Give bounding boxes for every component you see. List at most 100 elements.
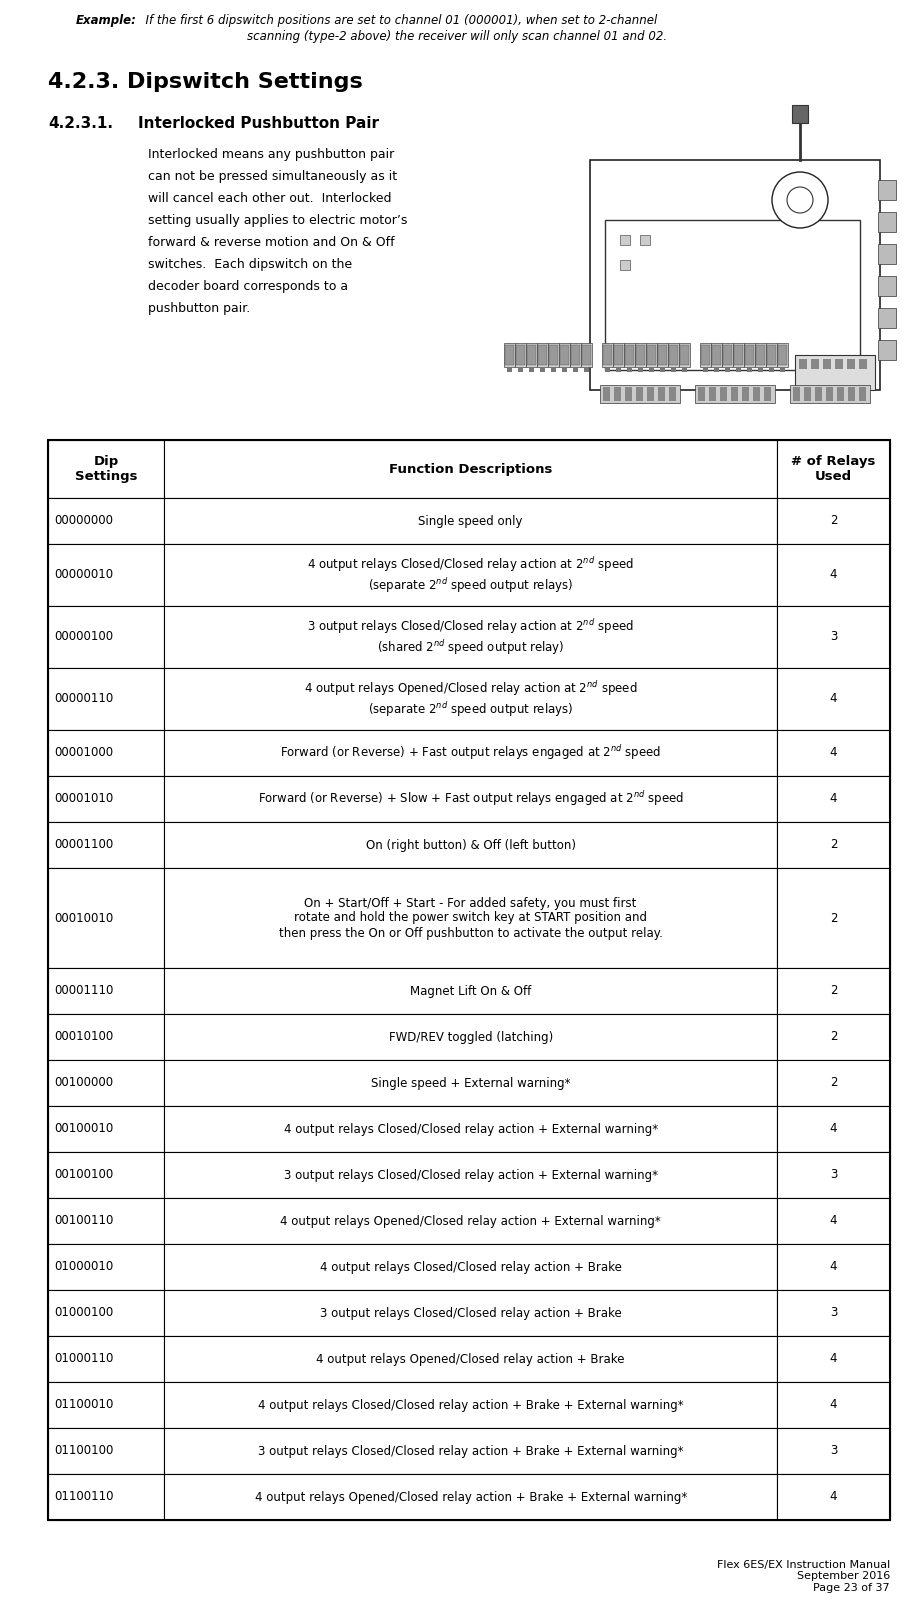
Bar — [48, 1060, 164, 1106]
Bar — [646, 343, 657, 367]
Bar — [878, 308, 896, 329]
Bar — [700, 343, 711, 367]
Bar — [780, 367, 785, 372]
Bar — [48, 439, 890, 1520]
Bar — [669, 386, 676, 401]
Bar — [847, 359, 855, 369]
Text: 01000100: 01000100 — [54, 1306, 113, 1319]
Bar — [736, 367, 741, 372]
Bar — [538, 345, 547, 365]
Bar — [164, 668, 777, 729]
Text: decoder board corresponds to a: decoder board corresponds to a — [148, 281, 348, 293]
Bar — [560, 345, 569, 365]
Bar — [614, 386, 621, 401]
Text: 4 output relays Closed/Closed relay action + External warning*: 4 output relays Closed/Closed relay acti… — [284, 1122, 658, 1135]
Text: Forward (or Reverse) + Slow + Fast output relays engaged at 2$^{nd}$ speed: Forward (or Reverse) + Slow + Fast outpu… — [258, 790, 684, 808]
Bar — [815, 386, 822, 401]
Bar — [573, 367, 578, 372]
Bar — [625, 386, 632, 401]
Bar — [837, 386, 844, 401]
Bar — [616, 367, 621, 372]
Bar — [826, 386, 833, 401]
Bar — [695, 385, 775, 402]
Bar — [605, 220, 860, 370]
Text: On + Start/Off + Start - For added safety, you must first
rotate and hold the po: On + Start/Off + Start - For added safet… — [279, 896, 662, 939]
Text: 3: 3 — [830, 1306, 837, 1319]
Bar — [753, 386, 760, 401]
Text: 00000010: 00000010 — [54, 569, 113, 582]
Bar — [722, 343, 733, 367]
Bar — [164, 1106, 777, 1153]
Text: Interlocked means any pushbutton pair: Interlocked means any pushbutton pair — [148, 147, 394, 160]
Text: 4: 4 — [830, 1398, 837, 1412]
Bar — [571, 345, 580, 365]
Text: 4: 4 — [830, 1215, 837, 1228]
Bar — [164, 729, 777, 776]
Bar — [164, 968, 777, 1015]
Text: 00000000: 00000000 — [54, 515, 113, 527]
Bar — [669, 345, 678, 365]
Bar — [777, 1290, 890, 1335]
Text: 2: 2 — [830, 1031, 837, 1044]
Bar — [777, 1335, 890, 1382]
Bar — [777, 1060, 890, 1106]
Text: 4: 4 — [830, 692, 837, 705]
Bar — [744, 343, 755, 367]
Text: 4 output relays Opened/Closed relay action + External warning*: 4 output relays Opened/Closed relay acti… — [280, 1215, 661, 1228]
Bar — [48, 1475, 164, 1520]
Text: 3: 3 — [830, 1169, 837, 1181]
Text: 2: 2 — [830, 1077, 837, 1090]
Bar — [671, 367, 676, 372]
Bar — [734, 345, 743, 365]
Bar — [164, 1015, 777, 1060]
Text: 00100000: 00100000 — [54, 1077, 113, 1090]
Bar — [859, 386, 866, 401]
Bar — [680, 345, 689, 365]
Bar — [878, 340, 896, 361]
Bar — [679, 343, 690, 367]
Bar — [581, 343, 592, 367]
Text: 3 output relays Closed/Closed relay action + External warning*: 3 output relays Closed/Closed relay acti… — [284, 1169, 658, 1181]
Bar — [811, 359, 819, 369]
Bar — [48, 867, 164, 968]
Text: FWD/REV toggled (latching): FWD/REV toggled (latching) — [389, 1031, 553, 1044]
Bar — [48, 1335, 164, 1382]
Bar — [164, 606, 777, 668]
Bar — [777, 343, 788, 367]
Text: 01100010: 01100010 — [54, 1398, 113, 1412]
Text: 3: 3 — [830, 630, 837, 643]
Bar — [682, 367, 687, 372]
Bar — [649, 367, 654, 372]
Bar — [562, 367, 567, 372]
Bar — [559, 343, 570, 367]
Bar — [164, 1382, 777, 1428]
Bar — [603, 386, 610, 401]
Bar — [48, 729, 164, 776]
Bar — [720, 386, 727, 401]
Text: pushbutton pair.: pushbutton pair. — [148, 301, 250, 316]
Bar — [48, 1153, 164, 1197]
Bar — [777, 1197, 890, 1244]
Bar — [731, 386, 738, 401]
Bar — [613, 343, 624, 367]
Bar — [636, 345, 645, 365]
Text: 3 output relays Closed/Closed relay action + Brake + External warning*: 3 output relays Closed/Closed relay acti… — [258, 1444, 684, 1457]
Bar — [164, 867, 777, 968]
Text: Interlocked Pushbutton Pair: Interlocked Pushbutton Pair — [138, 115, 379, 131]
Bar — [756, 345, 765, 365]
Bar — [777, 1153, 890, 1197]
Bar — [795, 354, 875, 390]
Text: 3 output relays Closed/Closed relay action + Brake: 3 output relays Closed/Closed relay acti… — [320, 1306, 621, 1319]
Bar — [602, 343, 613, 367]
Text: 4: 4 — [830, 569, 837, 582]
Text: will cancel each other out.  Interlocked: will cancel each other out. Interlocked — [148, 192, 392, 205]
Bar — [804, 386, 811, 401]
Text: # of Relays
Used: # of Relays Used — [791, 455, 876, 483]
Bar — [777, 867, 890, 968]
Text: 4: 4 — [830, 1353, 837, 1366]
Bar — [777, 1244, 890, 1290]
Bar — [627, 367, 632, 372]
Text: 3 output relays Closed/Closed relay action at 2$^{nd}$ speed
(shared 2$^{nd}$ sp: 3 output relays Closed/Closed relay acti… — [307, 617, 634, 657]
Text: 3: 3 — [830, 1444, 837, 1457]
Bar — [777, 543, 890, 606]
